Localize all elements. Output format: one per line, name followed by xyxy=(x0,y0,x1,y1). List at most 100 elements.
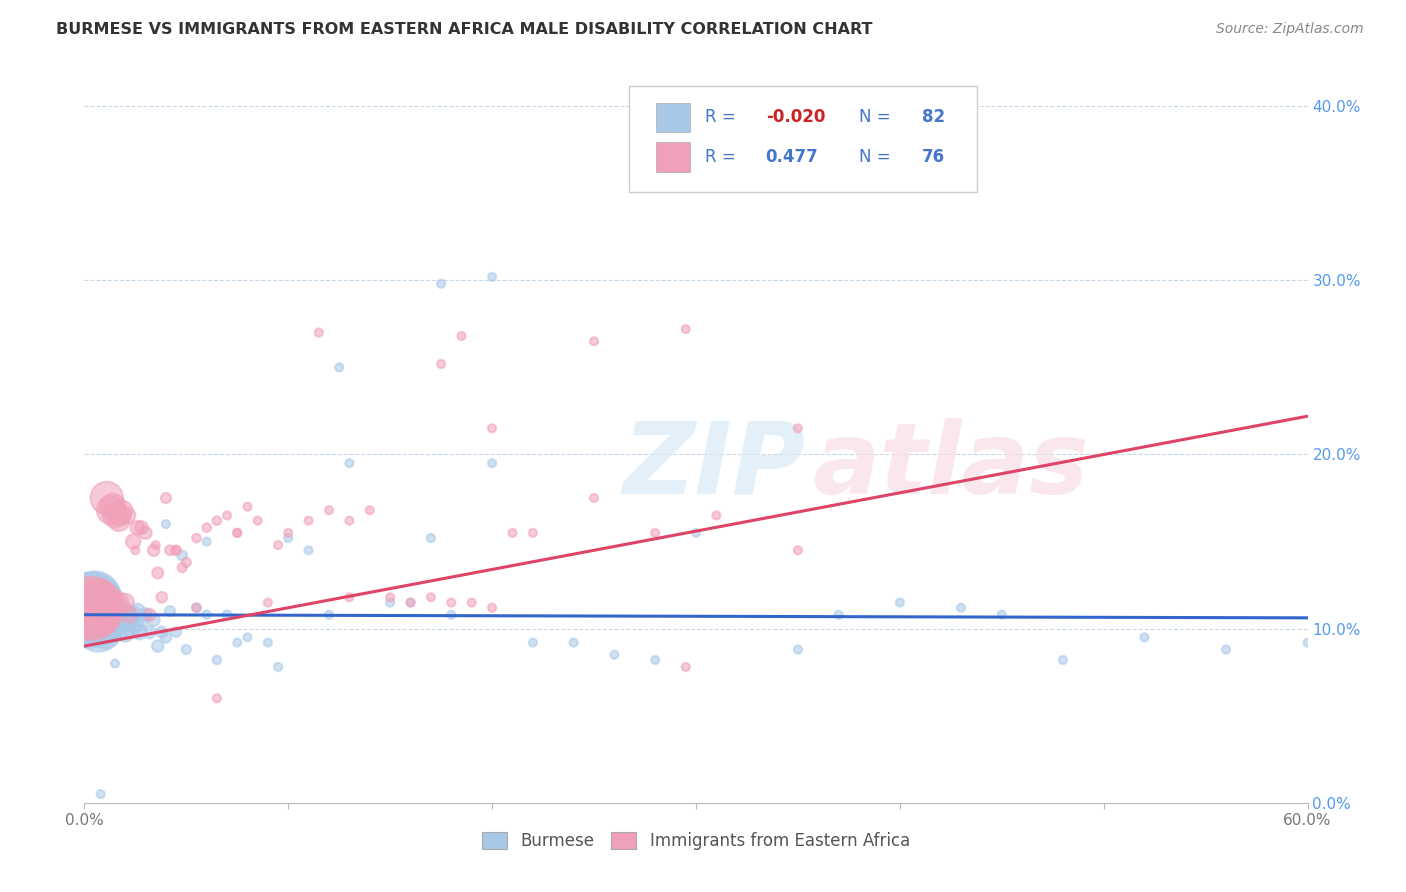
Point xyxy=(115,607,138,622)
Point xyxy=(165,625,187,640)
Point xyxy=(150,625,173,640)
Legend: Burmese, Immigrants from Eastern Africa: Burmese, Immigrants from Eastern Africa xyxy=(475,825,917,856)
Point xyxy=(787,543,810,558)
Point xyxy=(205,514,228,528)
Point xyxy=(138,625,160,640)
Point xyxy=(339,591,361,605)
Point xyxy=(90,607,112,622)
Text: R =: R = xyxy=(704,148,735,166)
Point xyxy=(86,600,108,615)
Point xyxy=(124,543,146,558)
Point xyxy=(104,607,127,622)
Point xyxy=(186,600,208,615)
Point xyxy=(159,543,181,558)
Point xyxy=(339,456,361,470)
Point xyxy=(118,607,141,622)
Point xyxy=(165,543,187,558)
Point xyxy=(246,514,269,528)
Point xyxy=(186,600,208,615)
Point xyxy=(380,591,402,605)
Point xyxy=(318,503,340,517)
Point xyxy=(1133,631,1156,645)
Point xyxy=(481,421,503,435)
Text: 82: 82 xyxy=(922,109,945,127)
Point xyxy=(787,421,810,435)
Point xyxy=(950,600,973,615)
Point xyxy=(308,326,330,340)
Point xyxy=(1296,635,1319,649)
Point xyxy=(96,600,118,615)
FancyBboxPatch shape xyxy=(655,143,690,171)
FancyBboxPatch shape xyxy=(655,103,690,132)
Point xyxy=(79,607,101,622)
Point xyxy=(1052,653,1074,667)
Point xyxy=(205,691,228,706)
Point xyxy=(267,660,290,674)
Point xyxy=(128,625,150,640)
Point xyxy=(562,635,585,649)
Point xyxy=(104,657,127,671)
Point xyxy=(83,595,105,609)
Point xyxy=(787,642,810,657)
Point xyxy=(298,514,321,528)
Point xyxy=(82,595,104,609)
Point xyxy=(112,604,135,618)
Point xyxy=(97,622,120,636)
Point xyxy=(522,635,544,649)
Point xyxy=(481,269,503,284)
Point xyxy=(236,631,259,645)
Text: R =: R = xyxy=(704,109,735,127)
Point xyxy=(105,595,128,609)
Point xyxy=(430,357,453,371)
Point xyxy=(502,525,524,540)
Point xyxy=(108,514,131,528)
Point xyxy=(205,653,228,667)
Point xyxy=(90,600,112,615)
Point xyxy=(217,508,239,523)
Point xyxy=(461,595,484,609)
Point xyxy=(481,456,503,470)
Point xyxy=(399,595,422,609)
Point xyxy=(172,549,194,563)
Point xyxy=(93,604,115,618)
Point xyxy=(79,604,101,618)
Point xyxy=(257,595,280,609)
Point xyxy=(83,604,105,618)
Point xyxy=(603,648,626,662)
Point xyxy=(127,604,149,618)
Point xyxy=(257,635,280,649)
Point xyxy=(146,566,169,580)
Point xyxy=(706,508,728,523)
Point xyxy=(226,525,249,540)
Text: N =: N = xyxy=(859,109,890,127)
Point xyxy=(100,503,122,517)
Point xyxy=(583,491,606,505)
Point xyxy=(174,556,197,570)
Text: BURMESE VS IMMIGRANTS FROM EASTERN AFRICA MALE DISABILITY CORRELATION CHART: BURMESE VS IMMIGRANTS FROM EASTERN AFRIC… xyxy=(56,22,873,37)
Point xyxy=(101,613,124,627)
FancyBboxPatch shape xyxy=(628,86,977,192)
Point xyxy=(318,607,340,622)
Point xyxy=(104,508,127,523)
Point xyxy=(142,543,165,558)
Point xyxy=(440,595,463,609)
Point xyxy=(1215,642,1237,657)
Point xyxy=(195,521,218,535)
Point xyxy=(112,503,135,517)
Point xyxy=(138,607,160,622)
Point xyxy=(127,521,149,535)
Point xyxy=(277,531,299,545)
Point xyxy=(155,517,177,532)
Text: Source: ZipAtlas.com: Source: ZipAtlas.com xyxy=(1216,22,1364,37)
Point xyxy=(675,660,697,674)
Point xyxy=(104,600,127,615)
Point xyxy=(118,613,141,627)
Point xyxy=(97,607,120,622)
Point xyxy=(135,525,157,540)
Point xyxy=(114,625,136,640)
Text: 0.477: 0.477 xyxy=(766,148,818,166)
Point xyxy=(172,560,194,574)
Point xyxy=(430,277,453,291)
Point xyxy=(155,491,177,505)
Point xyxy=(675,322,697,336)
